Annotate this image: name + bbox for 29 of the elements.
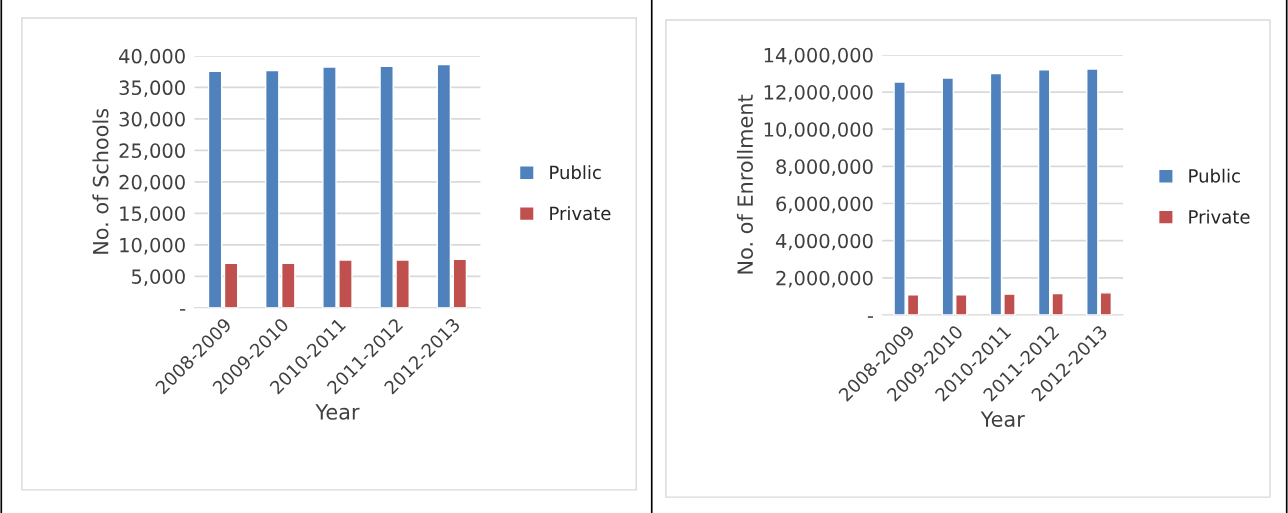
legend-label: Private [550, 206, 611, 221]
y-tick-label: 30,000 [119, 111, 185, 129]
legend-label: Public [550, 165, 601, 180]
y-tick-label: 4,000,000 [775, 233, 873, 251]
y-tick-label: 6,000,000 [776, 196, 873, 214]
y-tick-label: 8,000,000 [776, 159, 873, 177]
y-tick-label: 15,000 [120, 206, 185, 223]
bar [207, 70, 223, 308]
y-tick-label: 14,000,000 [764, 47, 873, 65]
y-tick-label: 25,000 [119, 143, 185, 161]
x-axis-title: Year [315, 404, 360, 420]
y-axis-title: No. of Schools [92, 108, 109, 254]
y-tick-label: 5,000 [131, 269, 185, 286]
y-tick-label: 40,000 [119, 48, 185, 66]
y-tick-label: 35,000 [119, 80, 185, 98]
bar [436, 63, 452, 308]
y-tick-label: 12,000,000 [764, 85, 873, 102]
legend-label: Public [1189, 168, 1240, 183]
y-tick-label: - [867, 316, 873, 318]
bar [223, 262, 239, 308]
y-tick-label: 10,000 [120, 237, 185, 255]
y-tick-label: 10,000,000 [764, 122, 873, 139]
y-tick-label: 2,000,000 [776, 270, 873, 288]
y-tick-label: 20,000 [119, 174, 185, 192]
y-tick-label: - [180, 309, 186, 311]
y-axis-title: No. of Enrollment [736, 94, 754, 274]
bar [452, 258, 468, 308]
x-axis-title: Year [980, 411, 1025, 427]
legend-label: Private [1189, 209, 1250, 224]
